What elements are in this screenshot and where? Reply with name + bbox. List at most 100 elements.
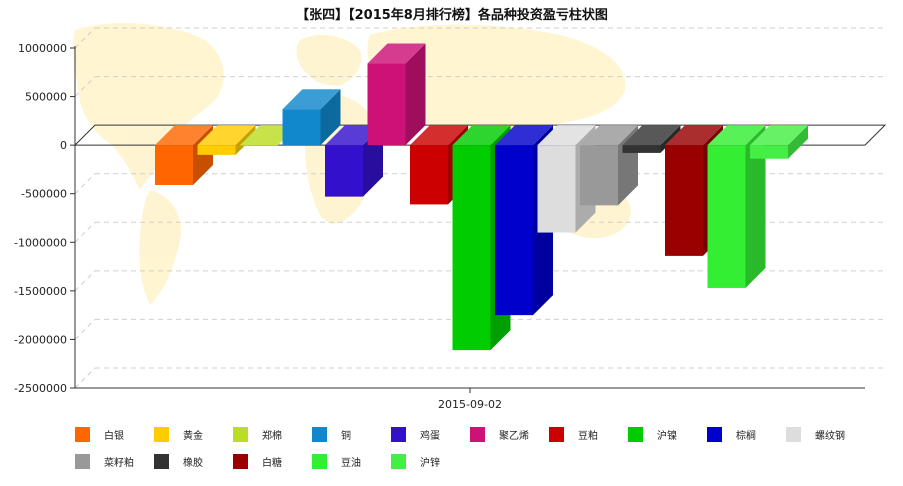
legend-swatch <box>470 426 485 442</box>
y-tick-label: 500000 <box>25 91 67 104</box>
bar-top <box>410 125 468 146</box>
legend-label: 黄金 <box>183 430 203 442</box>
legend-item[interactable]: 橡胶 <box>154 453 203 469</box>
legend-label: 白糖 <box>262 457 282 469</box>
grid-line-depth <box>74 221 96 243</box>
bar-14 <box>707 125 766 288</box>
legend-swatch <box>75 453 90 469</box>
bar-side <box>745 125 766 288</box>
bar-front <box>367 63 406 146</box>
bar-front <box>580 145 618 206</box>
legend-item[interactable]: 棕榈 <box>707 426 756 442</box>
grid-line-depth <box>74 76 96 97</box>
bar-top <box>750 125 808 146</box>
bars <box>155 43 808 351</box>
legend-item[interactable]: 白糖 <box>233 453 282 469</box>
legend-item[interactable]: 黄金 <box>154 426 203 442</box>
y-tick-label: -1000000 <box>14 236 67 249</box>
y-tick-label: 1000000 <box>18 42 67 55</box>
legend-swatch <box>707 426 722 442</box>
legend-label: 沪镍 <box>657 430 677 442</box>
bar-top <box>367 43 426 64</box>
legend-item[interactable]: 螺纹钢 <box>786 426 845 442</box>
bar-top <box>452 125 511 146</box>
y-tick-label: -2500000 <box>14 382 67 395</box>
bar-top <box>155 125 213 146</box>
legend-label: 菜籽粕 <box>104 457 134 469</box>
bar-front <box>197 145 236 155</box>
bar-top <box>537 125 596 146</box>
bar-front <box>750 145 788 159</box>
legend-label: 橡胶 <box>183 457 203 469</box>
bar-front <box>452 145 491 351</box>
legend-swatch <box>75 426 90 442</box>
legend-label: 棕榈 <box>736 430 756 442</box>
bar-front <box>410 145 448 205</box>
bar-side <box>405 43 426 146</box>
legend-label: 鸡蛋 <box>420 430 440 442</box>
legend-swatch <box>312 426 327 442</box>
bar-front <box>495 145 533 316</box>
bar-4 <box>282 89 341 146</box>
grid-line-depth <box>74 27 96 49</box>
bar-front <box>537 145 576 233</box>
bar-top <box>282 89 341 110</box>
bar-side <box>320 89 341 146</box>
legend-label: 螺纹钢 <box>815 430 845 442</box>
y-tick-label: -2000000 <box>14 333 67 346</box>
grid-line-depth <box>74 319 96 340</box>
legend-label: 白银 <box>104 430 124 442</box>
legend-swatch <box>233 453 248 469</box>
y-tick-label: -1500000 <box>14 285 67 298</box>
y-tick-label: -500000 <box>21 188 67 201</box>
bar-top <box>580 125 638 146</box>
bar-front <box>282 109 321 146</box>
bar-top <box>622 125 681 146</box>
legend-item[interactable]: 豆油 <box>312 453 361 469</box>
bar-front <box>240 145 278 146</box>
bar-9 <box>495 125 553 316</box>
legend-item[interactable]: 鸡蛋 <box>391 426 440 442</box>
legend-swatch <box>391 426 406 442</box>
y-tick-label: 0 <box>60 139 67 152</box>
legend-label: 聚乙烯 <box>499 430 529 442</box>
legend-item[interactable]: 豆粕 <box>549 426 598 442</box>
legend-item[interactable]: 铜 <box>312 426 351 442</box>
grid-line-depth <box>74 270 96 292</box>
legend-label: 豆粕 <box>578 430 598 442</box>
legend-item[interactable]: 白银 <box>75 426 124 442</box>
legend-swatch <box>391 453 406 469</box>
chart-axes <box>74 46 865 393</box>
legend-item[interactable]: 聚乙烯 <box>470 426 529 442</box>
y-axis-tick-labels: 1000000 500000 0 -500000 -1000000 -1500000 -20… <box>14 42 67 395</box>
legend-item[interactable]: 沪锌 <box>391 453 440 469</box>
legend-swatch <box>549 426 564 442</box>
legend-label: 铜 <box>341 430 351 442</box>
bar-top <box>707 125 766 146</box>
investment-profit-loss-chart: 1000000 500000 0 -500000 -1000000 -1500000 -20… <box>14 7 887 411</box>
bar-top <box>197 125 256 146</box>
bar-front <box>707 145 746 288</box>
legend-item[interactable]: 郑棉 <box>233 426 282 442</box>
bar-15 <box>750 125 808 159</box>
bar-side <box>788 125 808 159</box>
legend-label: 豆油 <box>341 457 361 469</box>
chart-title: 【张四】【2015年8月排行榜】各品种投资盈亏柱状图 <box>296 7 608 23</box>
bar-top <box>665 125 723 146</box>
bar-front <box>622 145 661 153</box>
legend-swatch <box>628 426 643 442</box>
bar-6 <box>367 43 426 146</box>
legend-item[interactable]: 菜籽粕 <box>75 453 134 469</box>
legend-item[interactable]: 沪镍 <box>628 426 677 442</box>
legend-label: 郑棉 <box>262 430 282 442</box>
bar-front <box>325 145 363 197</box>
legend-swatch <box>312 453 327 469</box>
bar-front <box>665 145 703 256</box>
bar-11 <box>580 125 638 206</box>
grid-line-depth <box>74 367 96 389</box>
bar-top <box>495 125 553 146</box>
legend-swatch <box>154 426 169 442</box>
grid-line-depth <box>74 173 96 195</box>
legend-label: 沪锌 <box>420 457 440 469</box>
legend-swatch <box>154 453 169 469</box>
